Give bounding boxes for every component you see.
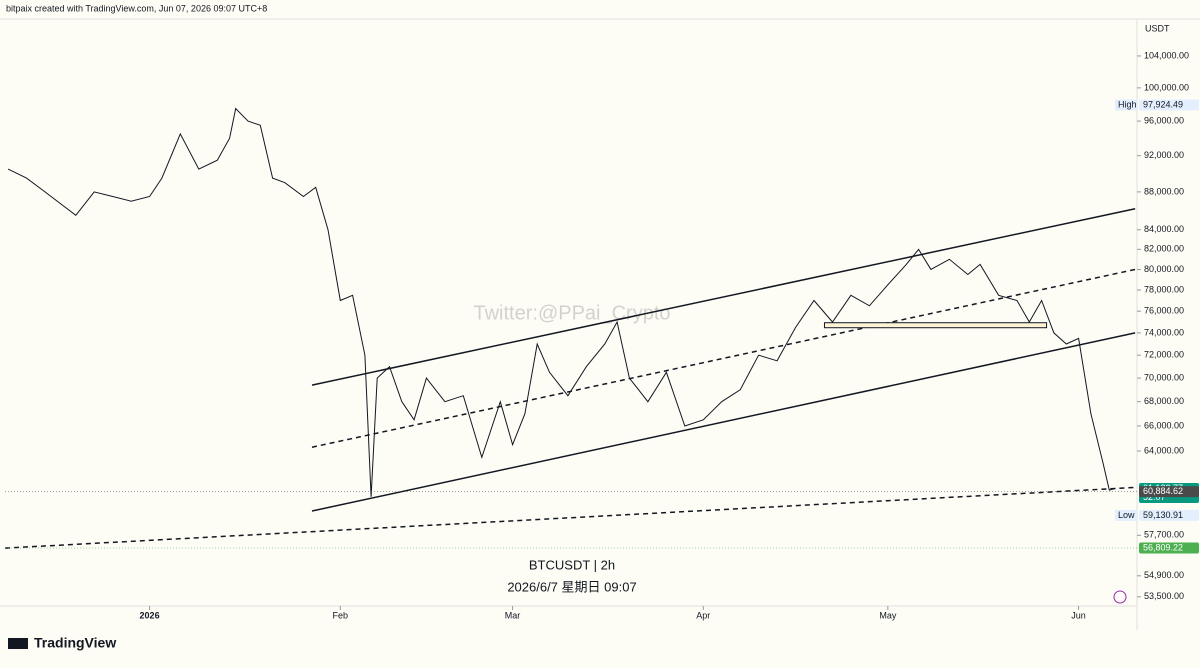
y-tick-label: 76,000.00 (1144, 306, 1184, 316)
chart-subtitle: 2026/6/7 星期日 09:07 (507, 579, 636, 594)
y-tick-label: 74,000.00 (1144, 327, 1184, 337)
y-tick-label: 57,700.00 (1144, 530, 1184, 540)
x-tick-label: Jun (1071, 610, 1086, 620)
price-tag-label: 56,809.22 (1143, 542, 1183, 552)
trend-line (311, 332, 1136, 512)
logo-text: TradingView (34, 635, 116, 651)
tag-name: High (1118, 99, 1137, 109)
x-tick-label: May (879, 610, 897, 620)
y-tick-label: 72,000.00 (1144, 350, 1184, 360)
price-tag-label: 97,924.49 (1143, 99, 1183, 109)
price-tag-label: 60,884.62 (1143, 486, 1183, 496)
price-tag (1139, 509, 1199, 521)
y-tick-label: 78,000.00 (1144, 284, 1184, 294)
y-tick-label: 84,000.00 (1144, 224, 1184, 234)
y-tick-label: 100,000.00 (1144, 82, 1189, 92)
tag-name-box (1115, 99, 1137, 111)
price-range-box (823, 322, 1048, 329)
y-tick-label: 64,000.00 (1144, 445, 1184, 455)
y-tick-label: 104,000.00 (1144, 50, 1189, 60)
price-line (7, 107, 1116, 497)
price-tag (1139, 486, 1199, 498)
watermark: Twitter:@PPai_Crypto (473, 302, 670, 324)
tag-name-box (1115, 509, 1137, 521)
x-tick-label: Mar (505, 610, 521, 620)
y-tick-label: 54,900.00 (1144, 570, 1184, 580)
y-tick-label: 82,000.00 (1144, 244, 1184, 254)
header-text: bitpaix created with TradingView.com, Ju… (6, 3, 267, 13)
y-tick-label: 53,500.00 (1144, 591, 1184, 601)
y-tick-label: 80,000.00 (1144, 264, 1184, 274)
y-tick-label: 92,000.00 (1144, 150, 1184, 160)
alert-icon[interactable] (1113, 590, 1127, 604)
x-tick-label: Feb (333, 610, 349, 620)
y-tick-label: 66,000.00 (1144, 420, 1184, 430)
currency-label: USDT (1145, 23, 1170, 33)
x-tick-label: Apr (696, 610, 710, 620)
price-tag (1139, 99, 1199, 111)
logo-icon (8, 638, 28, 649)
price-tag (1139, 542, 1199, 554)
y-tick-label: 70,000.00 (1144, 372, 1184, 382)
y-tick-label: 68,000.00 (1144, 396, 1184, 406)
price-tag-label: 59,130.91 (1143, 510, 1183, 520)
y-tick-label: 96,000.00 (1144, 115, 1184, 125)
x-tick-label: 2026 (140, 610, 160, 620)
chart-title: BTCUSDT | 2h (529, 557, 615, 572)
trend-line (311, 207, 1136, 386)
y-tick-label: 88,000.00 (1144, 186, 1184, 196)
tag-name: Low (1118, 510, 1135, 520)
